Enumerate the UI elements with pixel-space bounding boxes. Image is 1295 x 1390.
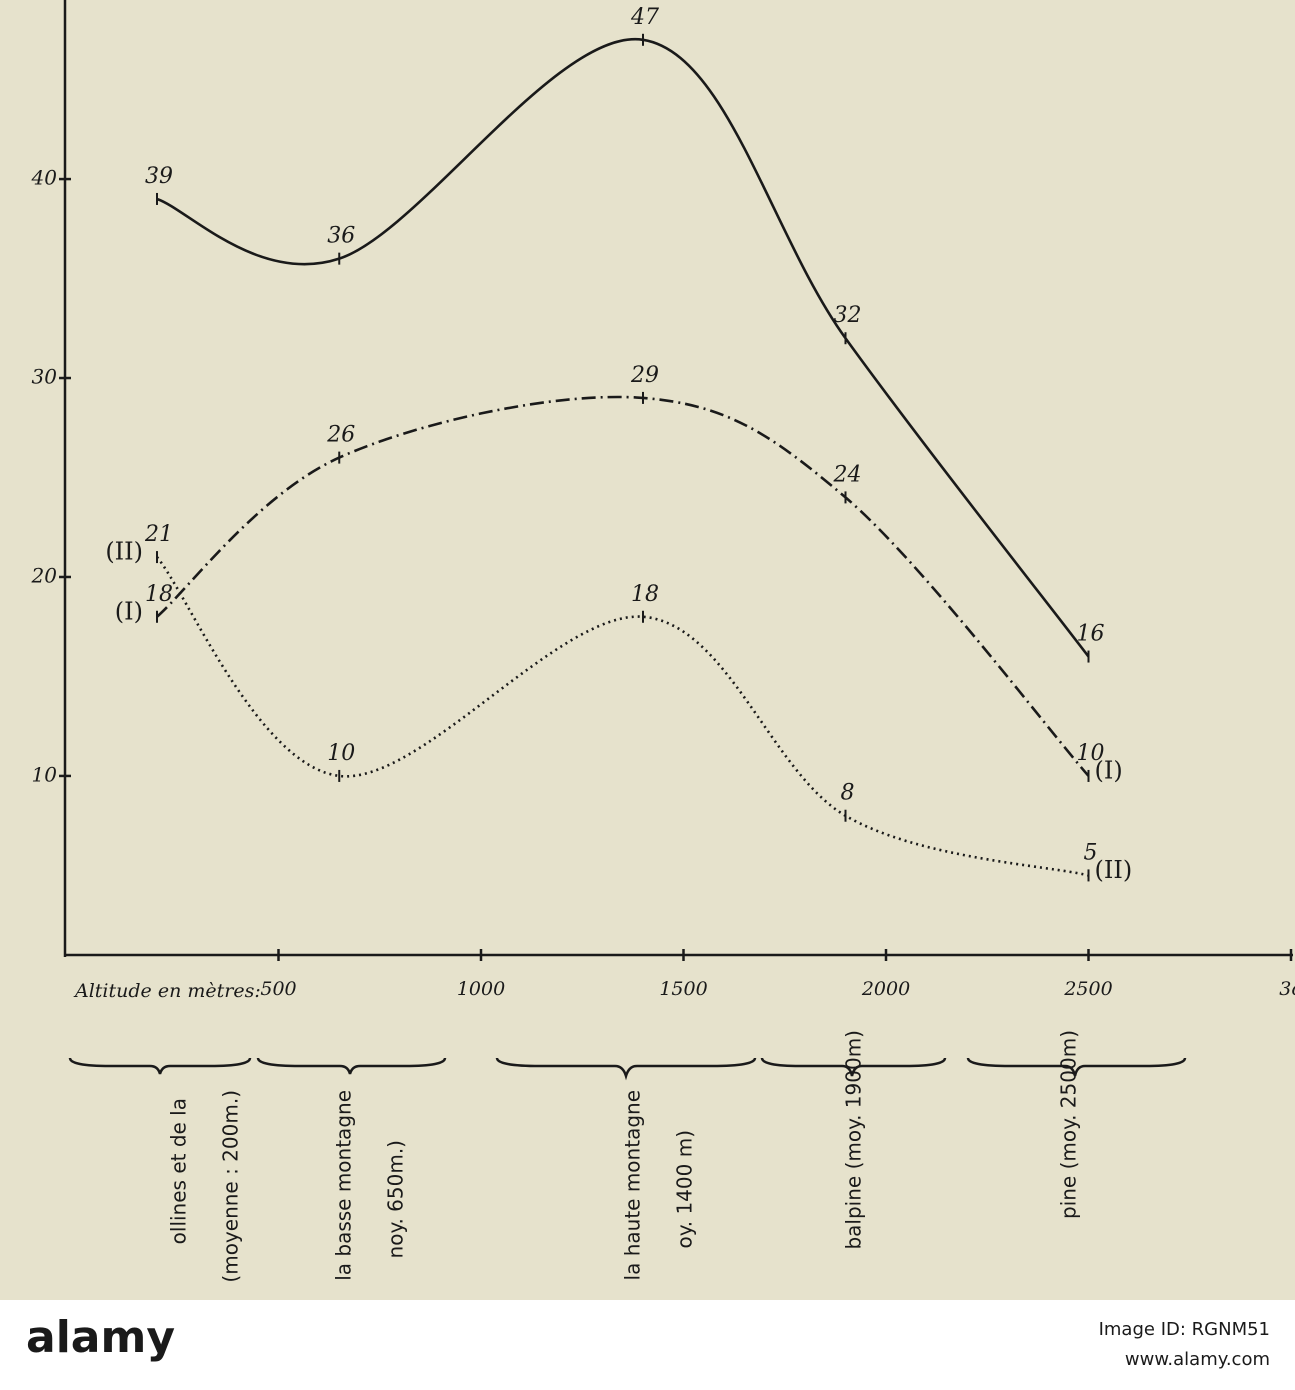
data-label: 5	[1084, 840, 1098, 865]
series-line	[156, 38, 1090, 658]
series-label: (II)	[1095, 856, 1133, 884]
y-tick-label: 30	[32, 365, 58, 389]
zone-label: noy. 650m.)	[384, 1140, 408, 1258]
data-label: 26	[326, 423, 355, 448]
data-label: 8	[841, 781, 855, 806]
x-tick-label: 2500	[1063, 978, 1112, 1000]
y-tick-label: 10	[32, 762, 58, 786]
data-label: 16	[1077, 622, 1105, 647]
y-tick-label: 20	[31, 563, 58, 587]
x-axis-label: Altitude en mètres:	[73, 980, 261, 1002]
data-label: 47	[630, 5, 659, 30]
series-label: (I)	[1095, 756, 1123, 784]
zone-label: ollines et de la	[167, 1098, 191, 1244]
y-tick-label: 40	[31, 166, 58, 190]
data-label: 32	[834, 303, 862, 328]
zone-label: la haute montagne	[621, 1090, 645, 1280]
data-label: 10	[1077, 741, 1105, 766]
zone-label: pine (moy. 2500m)	[1057, 1030, 1081, 1219]
zone-label: la basse montagne	[332, 1090, 356, 1281]
data-label: 18	[145, 582, 173, 607]
data-label: 36	[327, 224, 355, 249]
data-label: 21	[144, 522, 173, 547]
paper	[0, 0, 1295, 1300]
x-tick-label: 500	[260, 978, 296, 1000]
data-label: 29	[630, 363, 659, 388]
watermark-url: www.alamy.com	[1125, 1349, 1270, 1370]
watermark-band	[0, 1300, 1295, 1390]
zone-label: oy. 1400 m)	[673, 1130, 697, 1248]
watermark-id: Image ID: RGNM51	[1099, 1319, 1270, 1340]
data-label: 39	[145, 164, 173, 189]
zone-label: (moyenne : 200m.)	[219, 1090, 243, 1283]
series-line	[156, 556, 1089, 877]
series-label: (I)	[115, 597, 143, 625]
x-tick-label: 1000	[457, 978, 505, 1000]
x-tick-label: 3o	[1279, 978, 1295, 1000]
data-label: 24	[833, 462, 862, 487]
x-tick-label: 2000	[861, 978, 910, 1000]
series-label: (II)	[105, 538, 143, 566]
zone-label: balpine (moy. 1900m)	[842, 1030, 866, 1250]
x-tick-label: 1500	[659, 978, 707, 1000]
watermark-brand: alamy	[26, 1312, 175, 1363]
data-label: 18	[631, 582, 659, 607]
brackets	[68, 1057, 1187, 1081]
data-label: 10	[327, 741, 355, 766]
